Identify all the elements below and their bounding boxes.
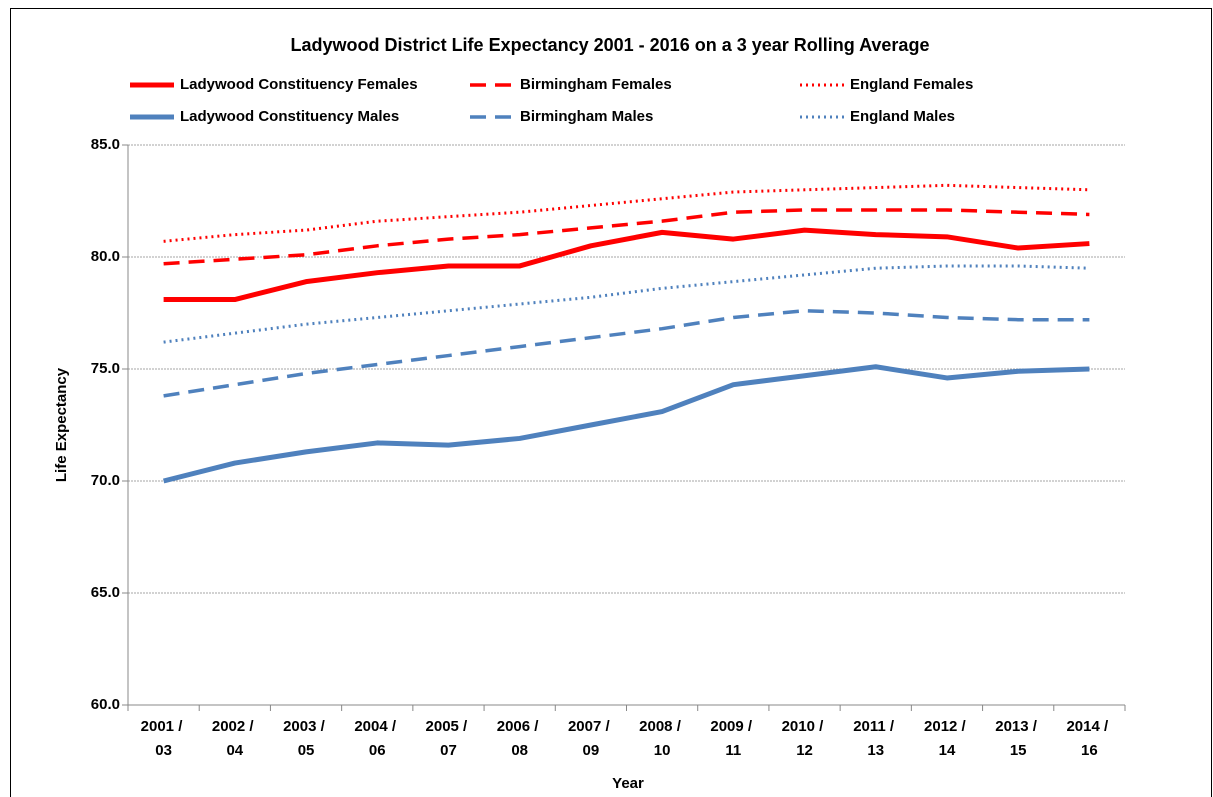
chart-title: Ladywood District Life Expectancy 2001 -… xyxy=(291,35,930,55)
y-tick-label: 75.0 xyxy=(91,360,120,377)
series-line xyxy=(163,264,1090,344)
series-line xyxy=(163,309,1090,398)
legend-label: England Males xyxy=(850,108,955,125)
x-tick-label: 2011 / 13 xyxy=(853,718,898,759)
legend-label: Birmingham Males xyxy=(520,108,653,125)
series-line xyxy=(162,364,1090,484)
series-line xyxy=(163,208,1090,266)
x-tick-label: 2005 / 07 xyxy=(426,718,472,759)
x-tick-label: 2008 / 10 xyxy=(639,718,685,759)
legend-label: Birmingham Females xyxy=(520,76,672,93)
x-tick-label: 2003 / 05 xyxy=(283,718,329,759)
legend-label: England Females xyxy=(850,76,973,93)
legend-label: Ladywood Constituency Males xyxy=(180,108,399,125)
legend-label: Ladywood Constituency Females xyxy=(180,76,418,93)
x-tick-label: 2010 / 12 xyxy=(782,718,828,759)
x-tick-label: 2014 / 16 xyxy=(1066,718,1112,759)
x-tick-label: 2001 / 03 xyxy=(141,718,187,759)
y-tick-label: 65.0 xyxy=(91,584,120,601)
y-tick-label: 85.0 xyxy=(91,136,120,153)
x-tick-label: 2009 / 11 xyxy=(710,718,756,759)
y-axis-title: Life Expectancy xyxy=(53,367,70,482)
series-line xyxy=(163,227,1090,303)
y-tick-label: 60.0 xyxy=(91,696,120,713)
x-axis-title: Year xyxy=(612,775,644,792)
x-tick-label: 2004 / 06 xyxy=(354,718,400,759)
x-tick-label: 2002 / 04 xyxy=(212,718,258,759)
y-tick-label: 80.0 xyxy=(91,248,120,265)
x-tick-label: 2013 / 15 xyxy=(995,718,1041,759)
x-tick-label: 2012 / 14 xyxy=(924,718,970,759)
x-tick-label: 2007 / 09 xyxy=(568,718,614,759)
chart-border xyxy=(10,8,1212,797)
y-tick-label: 70.0 xyxy=(91,472,120,489)
x-tick-label: 2006 / 08 xyxy=(497,718,543,759)
